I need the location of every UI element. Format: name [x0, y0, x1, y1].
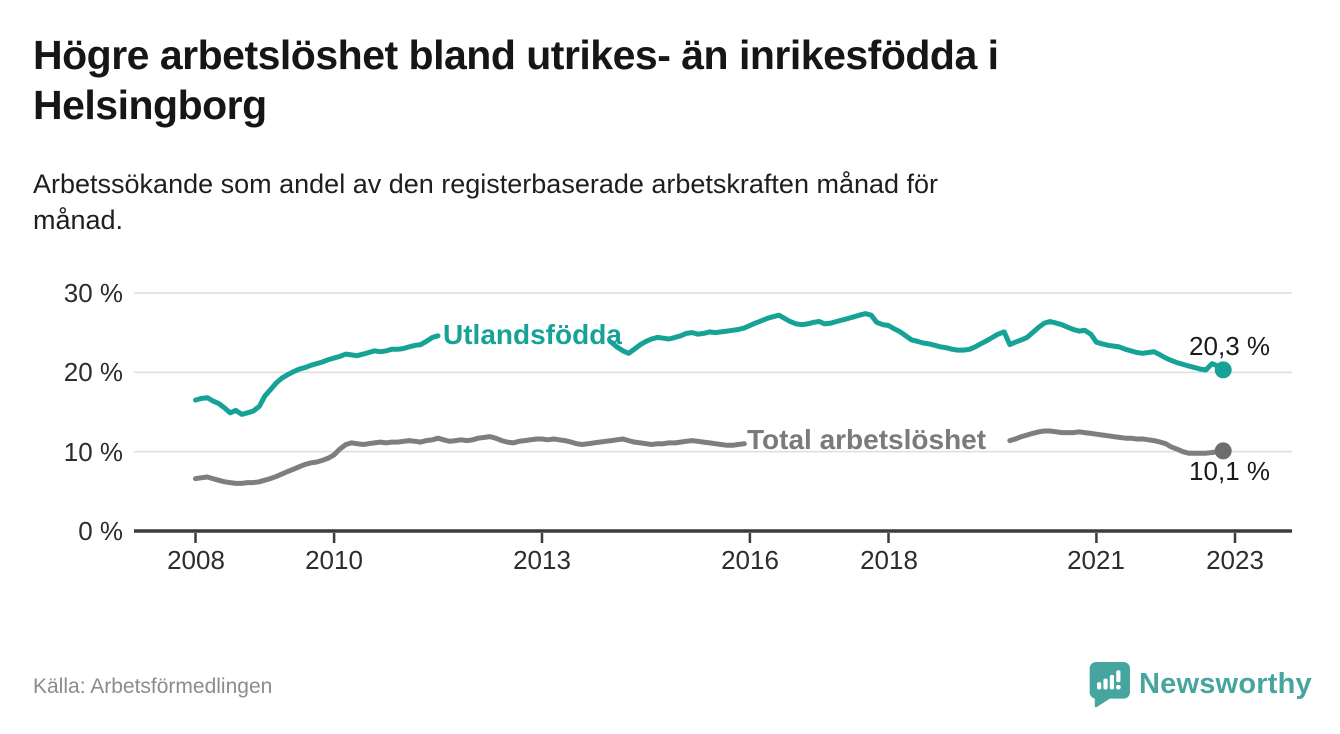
end-value-label-total: 10,1 %	[1189, 456, 1270, 486]
y-tick-label-30: 30 %	[63, 278, 123, 308]
y-tick-label-10: 10 %	[63, 437, 123, 467]
series-line-1	[1007, 428, 1226, 456]
series-end-dot-0	[1214, 361, 1232, 379]
page-title: Högre arbetslöshet bland utrikes- än inr…	[33, 32, 999, 129]
page-subtitle: Arbetssökande som andel av den registerb…	[33, 169, 939, 235]
x-tick-label-2010: 2010	[305, 545, 363, 575]
newsworthy-brand: Newsworthy	[1086, 659, 1312, 709]
series-label-total-arbetsloshet: Total arbetslöshet	[747, 424, 987, 455]
series-line-0	[193, 333, 441, 417]
x-tick-label-2016: 2016	[721, 545, 779, 575]
series-label-utlandsfodda: Utlandsfödda	[443, 319, 622, 350]
brand-name: Newsworthy	[1139, 667, 1312, 700]
x-tick-label-2008: 2008	[167, 545, 225, 575]
x-tick-label-2018: 2018	[860, 545, 918, 575]
series-line-1	[193, 434, 747, 486]
x-tick-label-2021: 2021	[1067, 545, 1125, 575]
y-tick-label-20: 20 %	[63, 357, 123, 387]
series-end-dot-1	[1214, 442, 1232, 460]
x-tick-label-2023: 2023	[1206, 545, 1264, 575]
end-value-label-utlandsfodda: 20,3 %	[1189, 331, 1270, 361]
speech-bubble-bar-chart-icon	[1089, 662, 1130, 708]
series-line-0	[608, 311, 1226, 373]
x-tick-label-2013: 2013	[513, 545, 571, 575]
source-note: Källa: Arbetsförmedlingen	[33, 675, 273, 698]
y-tick-label-0: 0 %	[78, 516, 123, 546]
